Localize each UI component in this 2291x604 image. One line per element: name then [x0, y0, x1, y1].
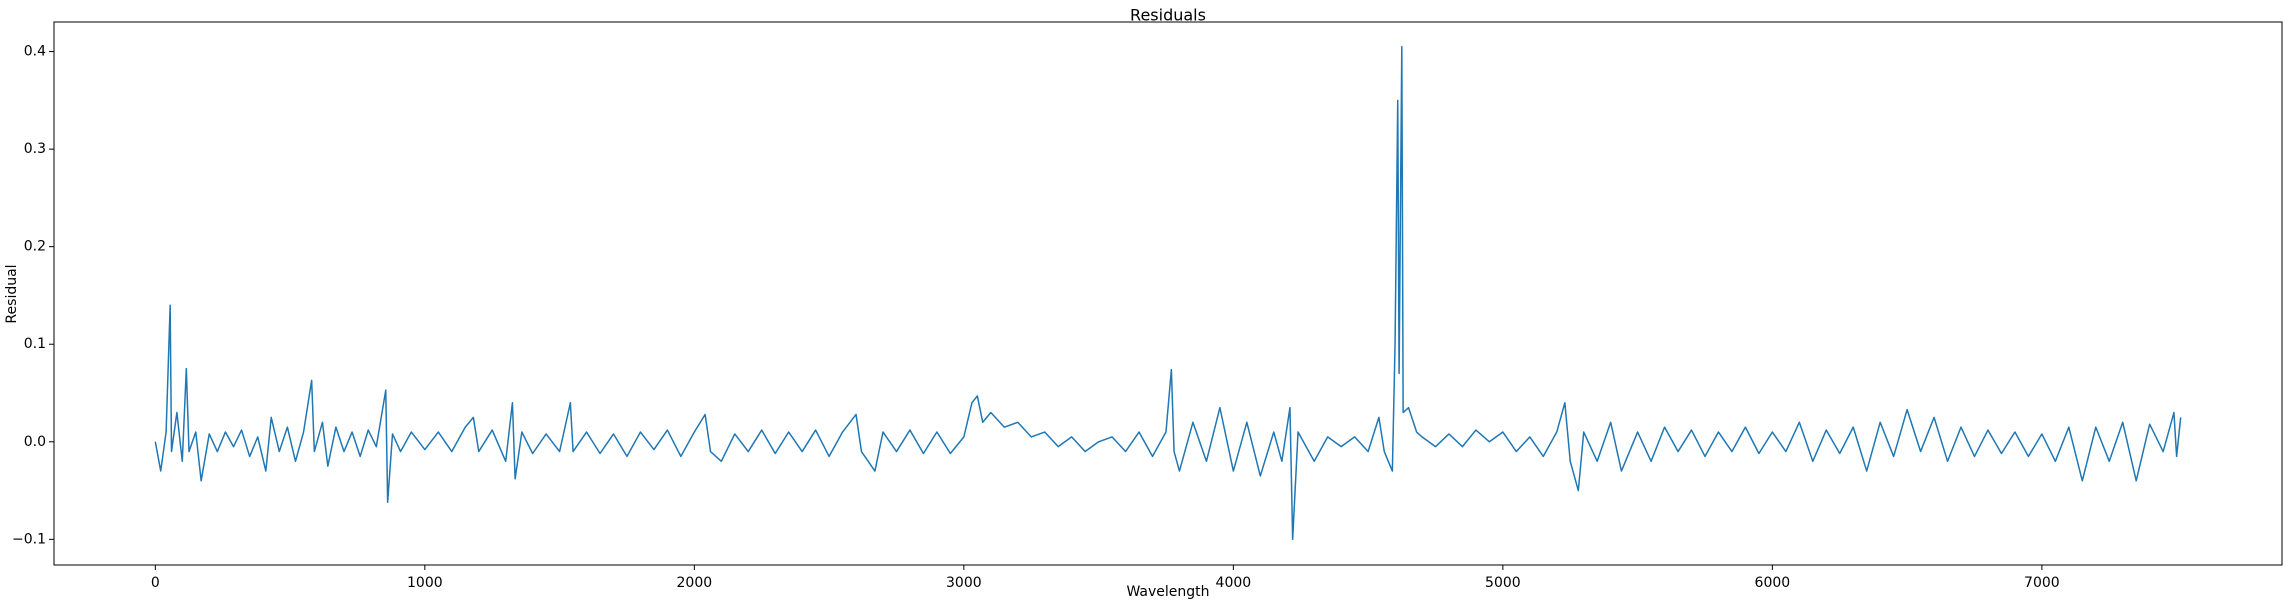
x-tick-label: 2000 — [677, 575, 713, 591]
x-tick-label: 6000 — [1755, 575, 1791, 591]
y-tick-label: 0.2 — [24, 239, 46, 255]
x-tick-label: 5000 — [1485, 575, 1521, 591]
y-tick-label: 0.3 — [24, 141, 46, 157]
chart-title: Residuals — [1130, 6, 1206, 25]
y-tick-label: −0.1 — [12, 531, 46, 547]
x-tick-label: 7000 — [2024, 575, 2060, 591]
x-tick-label: 1000 — [407, 575, 443, 591]
y-tick-label: 0.1 — [24, 336, 46, 352]
data-line — [154, 45, 2182, 541]
x-axis-label: Wavelength — [1126, 584, 1209, 600]
x-tick-label: 4000 — [1216, 575, 1252, 591]
y-tick-label: 0.0 — [24, 434, 46, 450]
x-tick-label: 0 — [151, 575, 160, 591]
y-axis-label: Residual — [4, 264, 20, 323]
y-tick-label: 0.4 — [24, 44, 46, 60]
x-tick-label: 3000 — [946, 575, 982, 591]
axes-frame — [53, 21, 2283, 566]
